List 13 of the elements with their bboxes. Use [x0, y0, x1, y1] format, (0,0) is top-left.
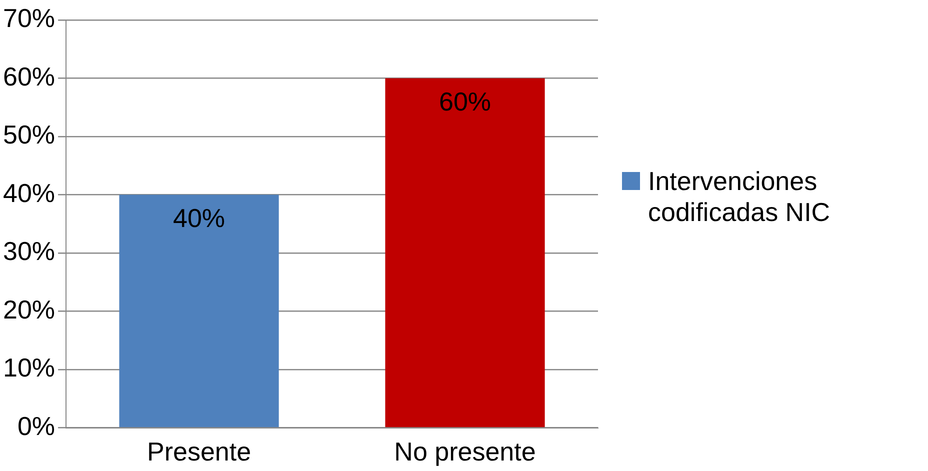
y-tick-label: 0%: [17, 410, 56, 441]
y-tick-label: 10%: [2, 352, 56, 383]
y-tick-label: 70%: [2, 3, 56, 34]
y-tick-label: 60%: [2, 61, 56, 92]
y-tick-label: 40%: [2, 178, 56, 208]
y-tick-label: 50%: [2, 120, 56, 150]
x-tick-label: Presente: [146, 436, 252, 467]
x-tick-label: No presente: [394, 436, 536, 467]
legend-label: Intervenciones codificadas NIC: [648, 166, 832, 228]
data-label: 60%: [438, 86, 492, 116]
y-tick-label: 20%: [2, 294, 56, 324]
y-tick-label: 30%: [2, 236, 56, 266]
data-label: 40%: [173, 202, 226, 233]
